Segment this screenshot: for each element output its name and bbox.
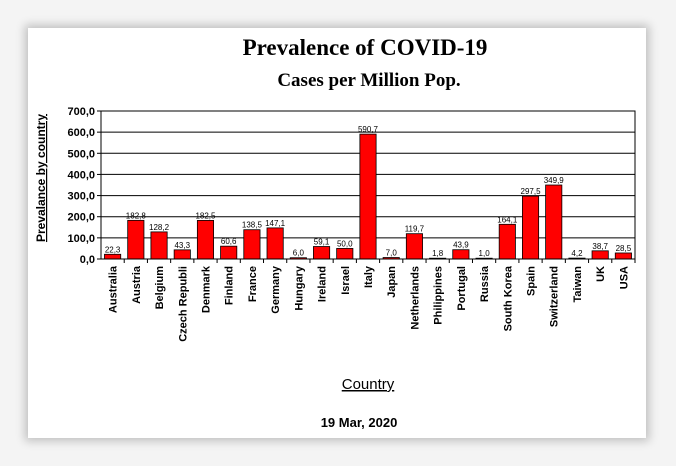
x-tick-label: Spain: [526, 266, 538, 296]
plot-area-border: [100, 110, 636, 260]
data-label: 349,9: [544, 176, 565, 185]
chart-subtitle: Cases per Million Pop.: [277, 70, 460, 91]
data-label: 164,1: [497, 215, 518, 224]
data-label: 7,0: [386, 249, 398, 258]
bar-ireland: [313, 246, 331, 260]
x-tick-label: Austria: [131, 265, 143, 304]
x-axis-label: Country: [342, 376, 395, 393]
bars: [104, 133, 632, 260]
bar-belgium: [150, 231, 168, 260]
x-tick-label: Switzerland: [549, 266, 561, 327]
x-tick-label: USA: [618, 266, 630, 289]
y-tick-label: 100,0: [67, 233, 95, 245]
y-tick-label: 700,0: [67, 106, 95, 118]
data-label: 147,1: [265, 219, 286, 228]
bar-uk: [591, 250, 609, 260]
bar-usa: [614, 252, 632, 260]
x-tick-label: France: [247, 266, 259, 302]
data-label: 22,3: [105, 245, 121, 254]
x-tick-label: South Korea: [502, 265, 514, 331]
x-tick-label: UK: [595, 266, 607, 282]
x-tick-label: Russia: [479, 265, 491, 302]
data-label: 182,8: [126, 211, 147, 220]
x-tick-label: Australia: [108, 265, 120, 313]
x-tick-label: Czech Republi: [177, 266, 189, 342]
y-tick-label: 600,0: [67, 127, 95, 139]
date-footer: 19 Mar, 2020: [321, 415, 398, 430]
chart-card: Prevalence of COVID-19 Cases per Million…: [28, 28, 646, 438]
bar-israel: [336, 248, 354, 260]
y-axis-ticks: 0,0 100,0 200,0 300,0 400,0 500,0 600,0 700,0: [67, 106, 101, 266]
x-tick-label: Ireland: [317, 266, 329, 302]
y-tick-label: 300,0: [67, 191, 95, 203]
bar-switzerland: [545, 184, 563, 260]
bar-netherlands: [405, 233, 423, 260]
data-label: 6,0: [293, 249, 305, 258]
data-label: 38,7: [592, 242, 608, 251]
bar-italy: [359, 133, 377, 260]
x-tick-label: Belgium: [154, 266, 166, 310]
bar-finland: [220, 245, 238, 260]
x-tick-label: Taiwan: [572, 266, 584, 303]
y-axis-label: Prevalance by country: [34, 114, 48, 242]
x-tick-label: Italy: [363, 265, 375, 288]
x-tick-label: Netherlands: [409, 266, 421, 330]
x-tick-label: Japan: [386, 266, 398, 298]
bar-france: [243, 229, 261, 260]
data-label: 119,7: [405, 225, 425, 234]
data-label: 4,2: [571, 249, 583, 258]
x-tick-label: Germany: [270, 265, 282, 314]
y-tick-label: 200,0: [67, 212, 95, 224]
bar-denmark: [196, 220, 215, 260]
data-label: 43,9: [453, 241, 469, 250]
data-label: 60,6: [221, 237, 237, 246]
x-tick-label: Philippines: [433, 266, 445, 325]
x-tick-label: Finland: [224, 266, 236, 305]
data-label: 28,5: [616, 244, 632, 253]
bar-south-korea: [498, 223, 516, 260]
y-tick-label: 0,0: [80, 254, 95, 266]
y-tick-label: 500,0: [67, 148, 95, 160]
x-axis-ticks: Australia Austria Belgium Czech Republi Denm…: [108, 259, 636, 342]
bar-spain: [521, 195, 540, 260]
bar-germany: [266, 227, 284, 260]
bar-australia: [104, 253, 122, 260]
chart-title: Prevalence of COVID-19: [243, 35, 488, 60]
bar-czech-republi: [173, 249, 191, 260]
x-tick-label: Hungary: [293, 265, 305, 311]
data-label: 43,3: [174, 241, 190, 250]
bar-portugal: [452, 249, 470, 260]
x-tick-label: Portugal: [456, 266, 468, 311]
x-tick-label: Israel: [340, 266, 352, 295]
data-label: 1,8: [432, 249, 444, 258]
data-label: 138,5: [242, 221, 263, 230]
x-tick-label: Denmark: [200, 265, 212, 313]
data-label: 59,1: [314, 238, 330, 247]
y-tick-label: 400,0: [67, 169, 95, 181]
data-label: 1,0: [479, 249, 491, 258]
data-label: 182,5: [195, 211, 216, 220]
data-label: 50,0: [337, 239, 353, 248]
chart: Prevalence of COVID-19 Cases per Million…: [34, 35, 636, 430]
data-label: 297,5: [521, 187, 542, 196]
data-label: 128,2: [149, 223, 170, 232]
data-label: 590,7: [358, 125, 379, 134]
bar-austria: [127, 219, 145, 260]
